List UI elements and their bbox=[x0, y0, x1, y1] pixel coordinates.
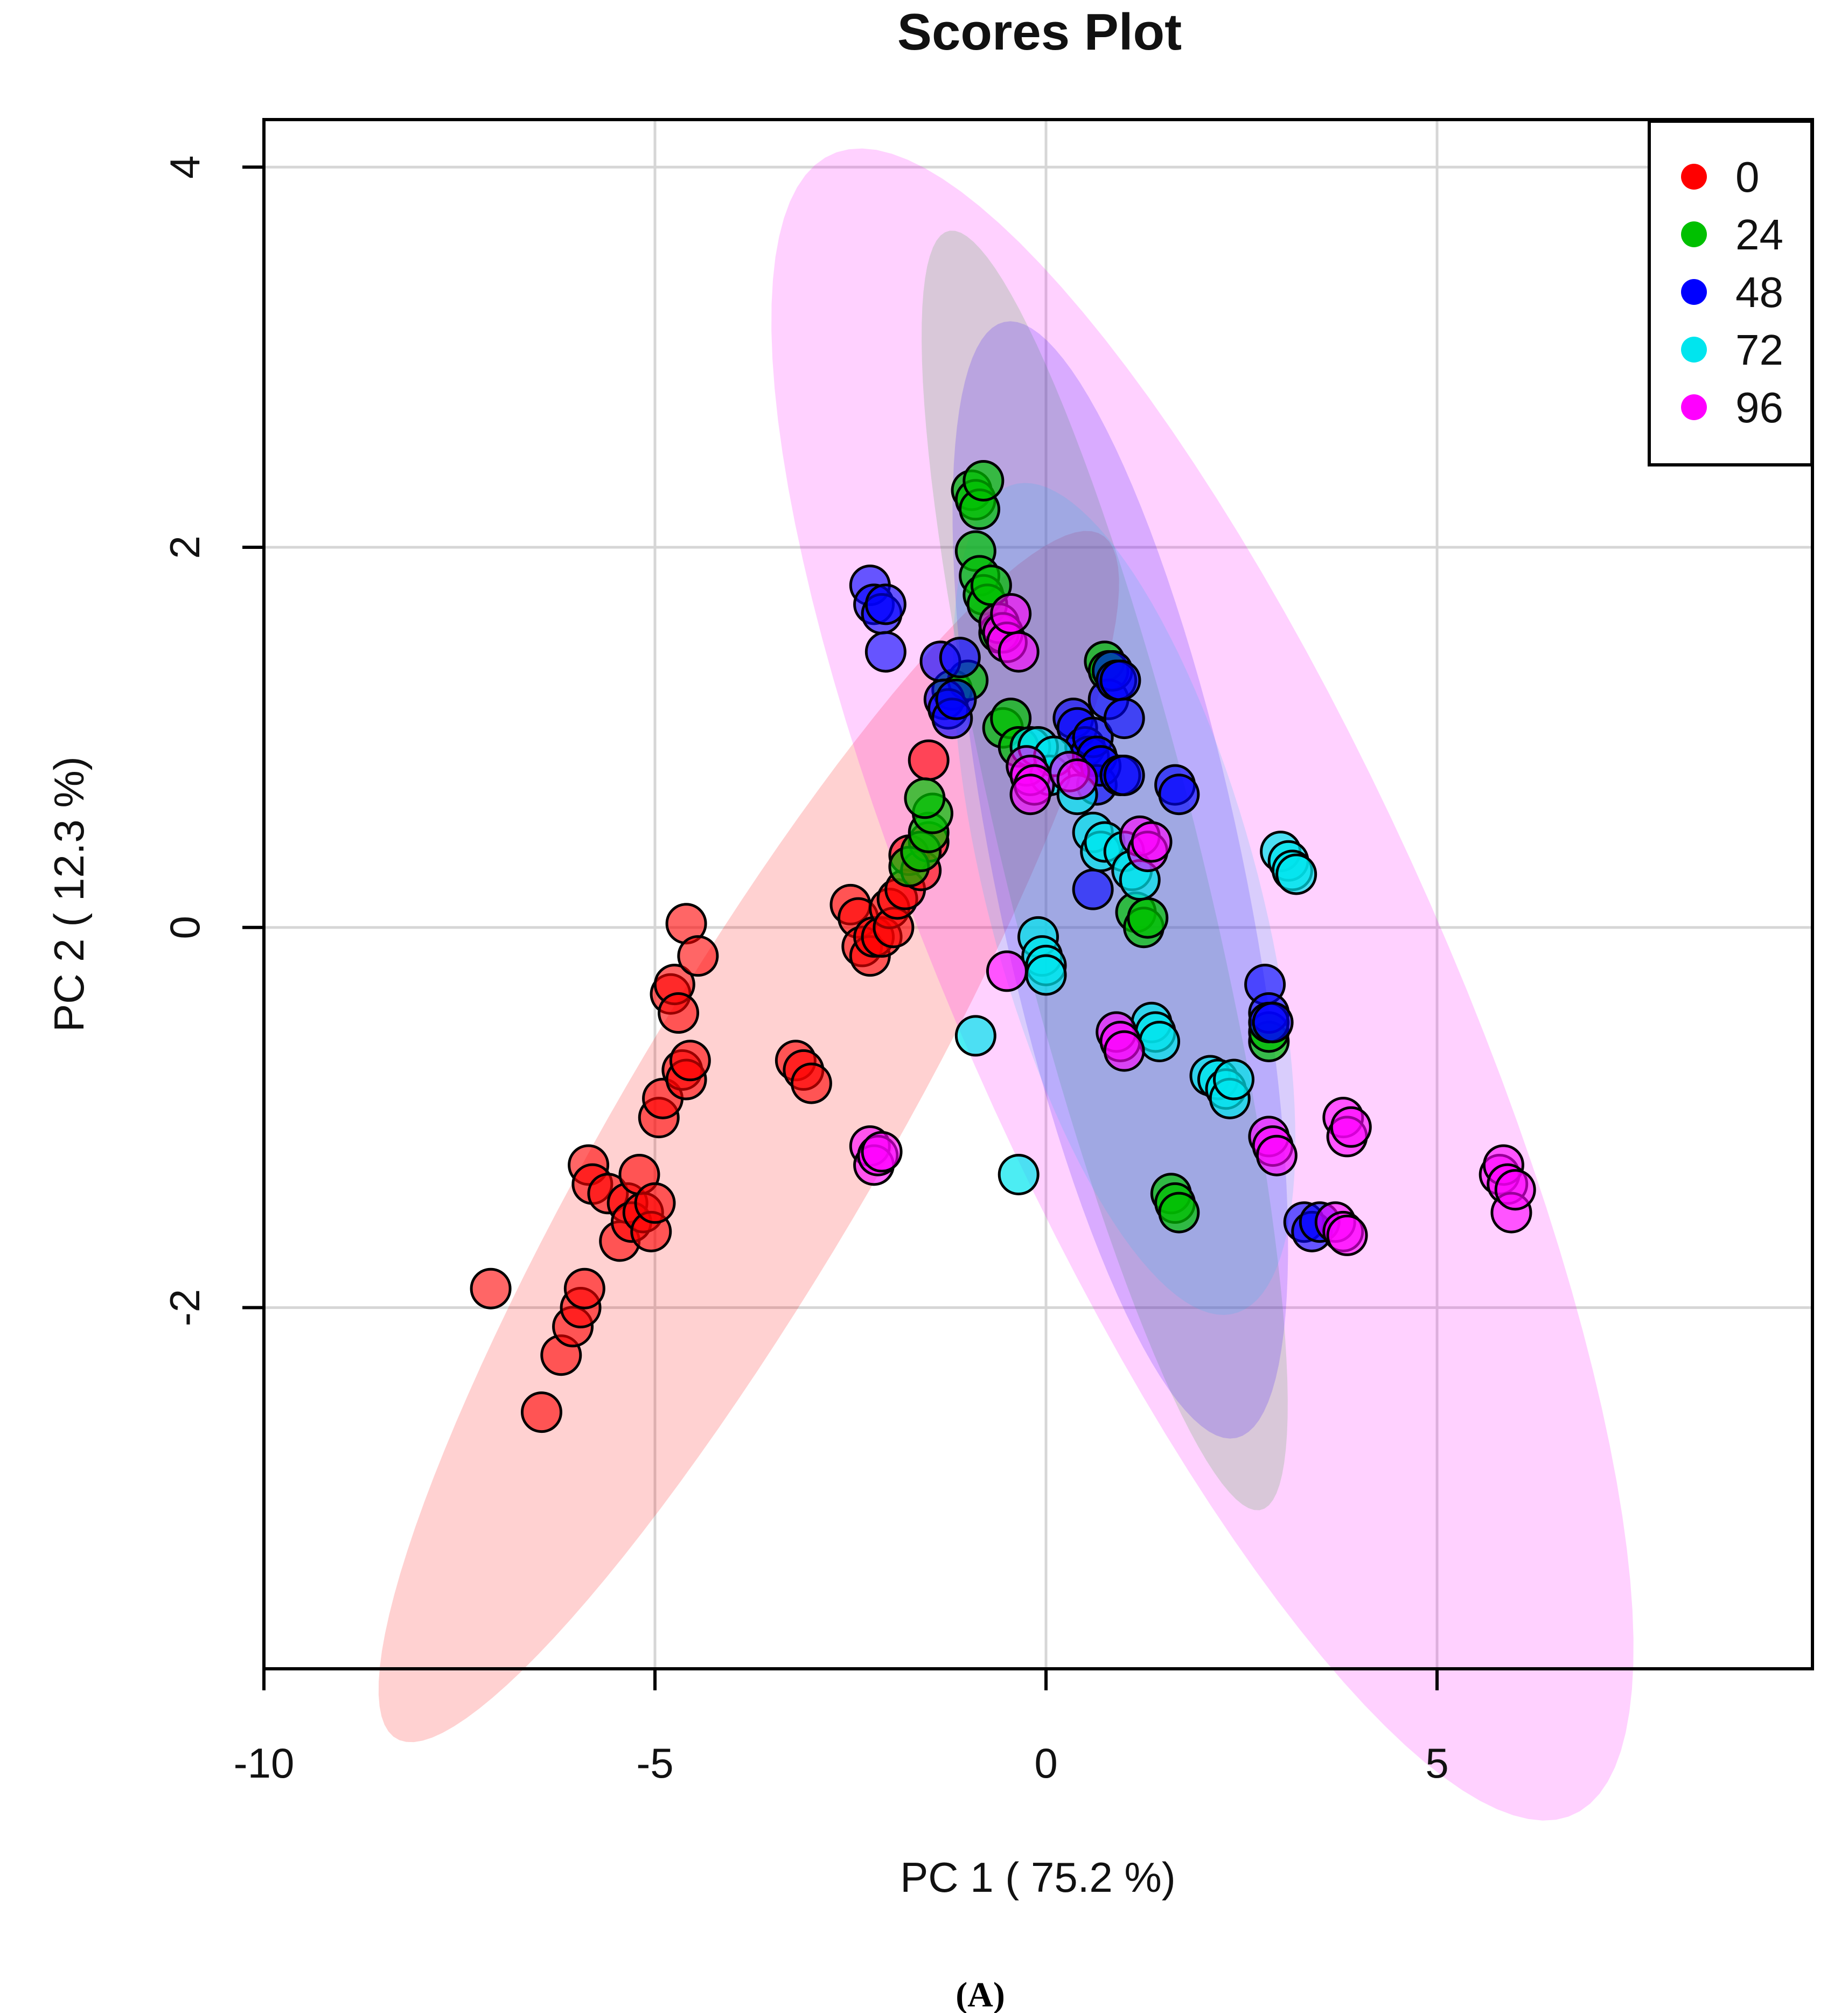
x-tick-label: 5 bbox=[1425, 1739, 1448, 1787]
axes: -10 -5 0 5 -2 0 2 4 bbox=[161, 156, 1449, 1787]
point-group-96 bbox=[1494, 1169, 1536, 1211]
point-group-48 bbox=[864, 631, 906, 673]
point-group-96 bbox=[1256, 1134, 1298, 1176]
figure-caption: (A) bbox=[956, 1975, 1005, 2013]
point-group-0 bbox=[658, 992, 700, 1034]
legend-label-96: 96 bbox=[1735, 384, 1783, 431]
point-group-72 bbox=[954, 1015, 996, 1057]
point-group-72 bbox=[1139, 1020, 1181, 1062]
point-group-24 bbox=[1127, 897, 1169, 939]
point-group-0 bbox=[563, 1267, 605, 1310]
point-group-72 bbox=[1025, 954, 1067, 996]
point-group-0 bbox=[908, 739, 950, 781]
point-group-48 bbox=[1072, 868, 1114, 910]
point-group-96 bbox=[1103, 1030, 1145, 1072]
point-group-96 bbox=[1056, 758, 1098, 800]
point-group-0 bbox=[677, 935, 719, 977]
point-group-48 bbox=[1252, 1001, 1294, 1043]
point-group-48 bbox=[1103, 754, 1145, 796]
point-group-72 bbox=[998, 1154, 1040, 1196]
point-group-0 bbox=[669, 1040, 711, 1082]
point-group-96 bbox=[1131, 821, 1173, 863]
legend-marker-24 bbox=[1681, 221, 1707, 247]
x-axis-label: PC 1 ( 75.2 %) bbox=[900, 1854, 1176, 1901]
point-group-96 bbox=[1009, 774, 1051, 816]
point-group-96 bbox=[986, 950, 1028, 992]
legend-label-72: 72 bbox=[1735, 326, 1783, 374]
x-tick-label: -10 bbox=[234, 1739, 295, 1787]
point-group-48 bbox=[935, 678, 977, 720]
point-group-24 bbox=[904, 777, 946, 819]
point-group-24 bbox=[963, 459, 1005, 501]
point-group-48 bbox=[939, 637, 981, 679]
y-tick-label: 2 bbox=[161, 535, 208, 559]
y-axis-label: PC 2 ( 12.3 %) bbox=[45, 756, 93, 1032]
y-tick-label: 4 bbox=[161, 156, 208, 179]
legend-label-24: 24 bbox=[1735, 211, 1783, 259]
y-tick-label: 0 bbox=[161, 916, 208, 939]
point-group-72 bbox=[1275, 853, 1317, 895]
legend-label-48: 48 bbox=[1735, 268, 1783, 316]
legend-marker-72 bbox=[1681, 337, 1707, 363]
legend-box bbox=[1648, 120, 1814, 466]
legend-marker-48 bbox=[1681, 279, 1707, 305]
chart-title: Scores Plot bbox=[897, 3, 1182, 61]
point-group-96 bbox=[990, 593, 1032, 635]
legend-marker-96 bbox=[1681, 394, 1707, 420]
x-tick-label: 0 bbox=[1034, 1739, 1057, 1787]
point-group-96 bbox=[861, 1131, 903, 1173]
legend-label-0: 0 bbox=[1735, 153, 1760, 201]
point-group-0 bbox=[634, 1182, 676, 1224]
data-points bbox=[470, 459, 1536, 1433]
point-group-0 bbox=[470, 1267, 512, 1310]
point-group-0 bbox=[790, 1062, 832, 1104]
point-group-72 bbox=[1213, 1058, 1255, 1100]
point-group-96 bbox=[998, 631, 1040, 673]
y-tick-label: -2 bbox=[161, 1289, 208, 1326]
legend: 0 24 48 72 96 bbox=[1648, 120, 1814, 466]
point-group-0 bbox=[520, 1391, 562, 1433]
x-tick-label: -5 bbox=[636, 1739, 673, 1787]
point-group-48 bbox=[1099, 659, 1141, 701]
point-group-96 bbox=[1330, 1106, 1372, 1148]
point-group-24 bbox=[1158, 1192, 1200, 1234]
point-group-96 bbox=[1326, 1214, 1368, 1256]
point-group-48 bbox=[1103, 698, 1145, 740]
point-group-48 bbox=[1158, 774, 1200, 816]
legend-marker-0 bbox=[1681, 164, 1707, 190]
point-group-48 bbox=[864, 583, 906, 625]
